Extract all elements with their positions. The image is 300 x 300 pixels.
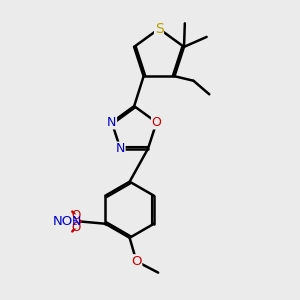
Text: O: O (131, 255, 142, 268)
Text: N: N (72, 215, 81, 228)
Text: NO₂: NO₂ (52, 215, 78, 228)
Text: O: O (71, 221, 81, 234)
Text: O: O (71, 209, 81, 222)
Text: N: N (107, 116, 116, 129)
Text: S: S (155, 22, 164, 36)
Text: N: N (116, 142, 125, 155)
Text: O: O (152, 116, 161, 129)
